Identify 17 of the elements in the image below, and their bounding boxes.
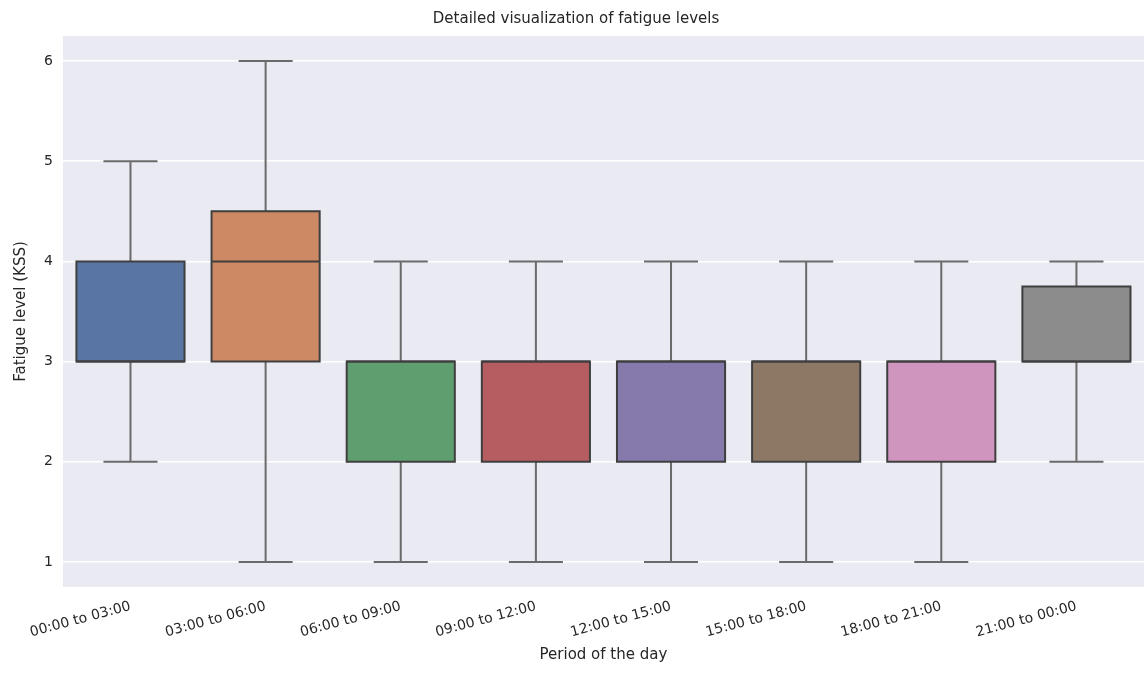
y-tick-label: 5 — [43, 151, 53, 168]
y-tick-label: 4 — [43, 252, 53, 269]
x-tick-label: 21:00 to 00:00 — [973, 597, 1079, 640]
y-axis-title: Fatigue level (KSS) — [10, 241, 29, 382]
y-tick-label: 3 — [43, 352, 53, 369]
y-tick-label: 2 — [43, 452, 53, 469]
x-tick-label: 12:00 to 15:00 — [568, 597, 673, 640]
x-tick-label: 18:00 to 21:00 — [838, 597, 944, 640]
x-tick-label: 06:00 to 09:00 — [298, 597, 403, 640]
y-tick-label: 1 — [43, 552, 53, 569]
x-tick-label: 00:00 to 03:00 — [27, 597, 133, 640]
x-tick-label: 15:00 to 18:00 — [703, 597, 808, 640]
x-tick-label: 03:00 to 06:00 — [163, 597, 268, 640]
y-tick-label: 6 — [43, 51, 53, 68]
chart-title: Detailed visualization of fatigue levels — [432, 8, 720, 27]
x-axis-title: Period of the day — [539, 644, 668, 663]
x-tick-label: 09:00 to 12:00 — [433, 597, 538, 640]
